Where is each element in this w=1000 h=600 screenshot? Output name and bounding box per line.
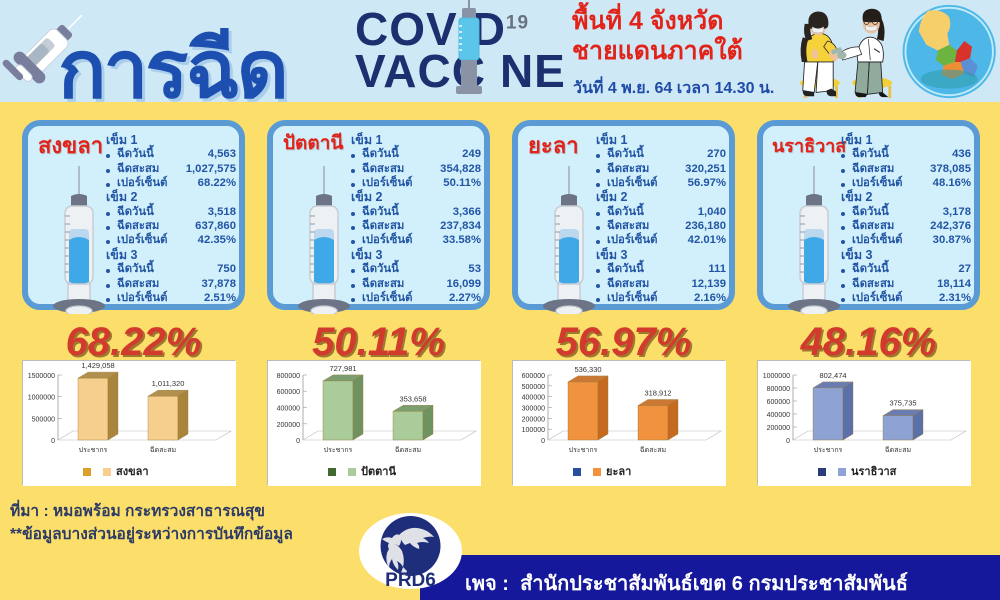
svg-text:375,735: 375,735	[889, 399, 916, 408]
svg-text:0: 0	[51, 438, 55, 445]
svg-text:200000: 200000	[522, 416, 545, 423]
svg-text:ประชากร: ประชากร	[814, 447, 843, 454]
svg-text:800000: 800000	[767, 386, 790, 393]
svg-text:1000000: 1000000	[763, 373, 790, 380]
svg-text:1,011,320: 1,011,320	[152, 379, 185, 388]
svg-text:ประชากร: ประชากร	[324, 447, 353, 454]
svg-text:318,912: 318,912	[644, 389, 671, 398]
svg-text:300000: 300000	[522, 406, 545, 413]
svg-text:นราธิวาส: นราธิวาส	[851, 465, 897, 478]
svg-text:727,981: 727,981	[329, 364, 356, 373]
svg-text:400000: 400000	[522, 395, 545, 402]
svg-text:802,474: 802,474	[819, 371, 846, 380]
svg-text:200000: 200000	[277, 422, 300, 429]
svg-text:0: 0	[786, 438, 790, 445]
svg-text:536,330: 536,330	[574, 365, 601, 374]
svg-text:ฉีดสะสม: ฉีดสะสม	[640, 446, 666, 454]
svg-text:1000000: 1000000	[28, 395, 55, 402]
svg-text:PRD6: PRD6	[385, 570, 436, 591]
svg-text:ปัตตานี: ปัตตานี	[361, 465, 396, 478]
svg-text:400000: 400000	[277, 406, 300, 413]
svg-text:1500000: 1500000	[28, 373, 55, 380]
svg-text:0: 0	[541, 438, 545, 445]
svg-text:500000: 500000	[32, 416, 55, 423]
svg-text:0: 0	[296, 438, 300, 445]
svg-text:1,429,058: 1,429,058	[81, 361, 114, 370]
svg-text:ประชากร: ประชากร	[569, 447, 598, 454]
svg-text:สงขลา: สงขลา	[116, 466, 149, 478]
svg-text:500000: 500000	[522, 384, 545, 391]
svg-text:ประชากร: ประชากร	[79, 447, 108, 454]
svg-text:ยะลา: ยะลา	[606, 466, 631, 478]
svg-text:353,658: 353,658	[399, 394, 426, 403]
svg-text:800000: 800000	[277, 373, 300, 380]
svg-text:600000: 600000	[277, 389, 300, 396]
svg-text:600000: 600000	[767, 399, 790, 406]
svg-text:100000: 100000	[522, 427, 545, 434]
svg-text:ฉีดสะสม: ฉีดสะสม	[885, 446, 911, 454]
svg-text:600000: 600000	[522, 373, 545, 380]
svg-text:200000: 200000	[767, 425, 790, 432]
svg-text:400000: 400000	[767, 412, 790, 419]
svg-text:ฉีดสะสม: ฉีดสะสม	[150, 446, 176, 454]
svg-text:ฉีดสะสม: ฉีดสะสม	[395, 446, 421, 454]
